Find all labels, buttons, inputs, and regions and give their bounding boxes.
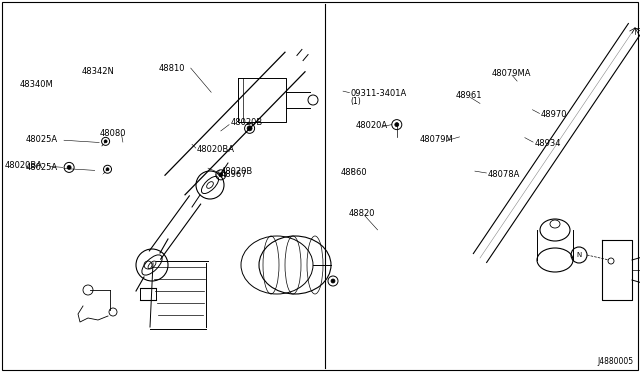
Text: 48970: 48970 xyxy=(541,110,567,119)
Text: 48020B: 48020B xyxy=(230,118,262,127)
Text: J4880005: J4880005 xyxy=(598,357,634,366)
Text: (1): (1) xyxy=(351,97,362,106)
Text: 09311-3401A: 09311-3401A xyxy=(351,89,407,98)
Text: 48020B: 48020B xyxy=(221,167,253,176)
Text: 48967: 48967 xyxy=(221,170,248,179)
Text: 48078A: 48078A xyxy=(488,170,520,179)
Text: 48079MA: 48079MA xyxy=(492,69,531,78)
Text: 48020BA: 48020BA xyxy=(5,161,43,170)
Text: 48820: 48820 xyxy=(349,209,375,218)
Circle shape xyxy=(106,168,109,171)
Text: 48025A: 48025A xyxy=(26,163,58,172)
Text: 48342N: 48342N xyxy=(82,67,115,76)
Text: 48080: 48080 xyxy=(99,129,125,138)
Circle shape xyxy=(219,173,223,177)
Text: 48860: 48860 xyxy=(340,169,367,177)
Text: 48934: 48934 xyxy=(534,139,561,148)
Circle shape xyxy=(67,166,71,169)
Text: 48340M: 48340M xyxy=(19,80,53,89)
Text: N: N xyxy=(577,252,582,258)
Text: 48079M: 48079M xyxy=(419,135,453,144)
Text: 48810: 48810 xyxy=(159,64,185,73)
Text: 48020BA: 48020BA xyxy=(197,145,235,154)
Circle shape xyxy=(395,123,399,126)
Text: 48025A: 48025A xyxy=(26,135,58,144)
Text: 48961: 48961 xyxy=(456,92,482,100)
Circle shape xyxy=(247,126,252,131)
Text: 48020A: 48020A xyxy=(355,121,387,130)
Circle shape xyxy=(104,140,107,143)
Circle shape xyxy=(331,279,335,283)
